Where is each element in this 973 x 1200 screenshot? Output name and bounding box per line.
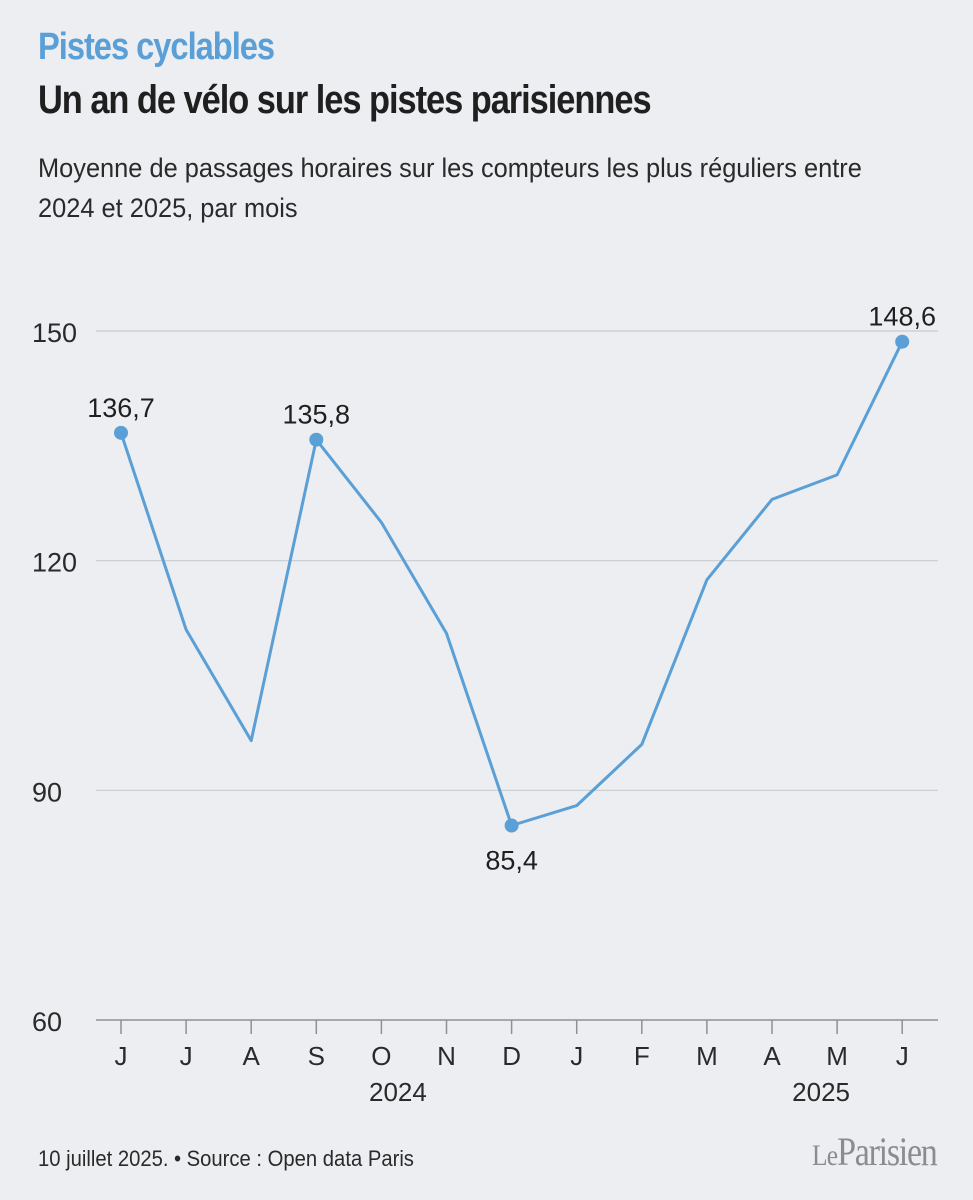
y-tick-label: 150: [32, 318, 77, 348]
footer-date: 10 juillet 2025.: [38, 1146, 169, 1171]
data-label: 85,4: [485, 846, 538, 876]
data-point: [114, 425, 128, 440]
logo-parisien: Parisien: [837, 1129, 939, 1174]
x-tick-label: S: [308, 1041, 325, 1071]
logo-le: Le: [812, 1139, 838, 1172]
data-point: [504, 818, 519, 833]
kicker: Pistes cyclables: [38, 26, 275, 68]
x-tick-label: J: [896, 1041, 909, 1071]
data-point: [309, 432, 324, 447]
data-label: 135,8: [283, 400, 351, 430]
y-tick-label: 60: [32, 1007, 62, 1037]
data-label: 148,6: [868, 302, 936, 332]
data-point: [895, 334, 910, 349]
x-tick-label: M: [696, 1041, 718, 1071]
footer: 10 juillet 2025. • Source : Open data Pari…: [38, 1146, 414, 1172]
x-tick-label: A: [763, 1041, 781, 1071]
y-tick-label: 120: [32, 548, 77, 578]
series-line: [119, 340, 904, 827]
x-tick-label: A: [243, 1041, 261, 1071]
x-year-label: 2024: [369, 1077, 427, 1107]
x-year-label: 2025: [792, 1077, 850, 1107]
chart-title: Un an de vélo sur les pistes parisiennes: [38, 78, 652, 122]
x-tick-label: J: [180, 1041, 193, 1071]
chart-subtitle: Moyenne de passages horaires sur les com…: [38, 153, 862, 223]
x-tick-label: J: [115, 1041, 128, 1071]
footer-bullet: •: [174, 1146, 182, 1171]
data-label: 136,7: [87, 393, 155, 423]
x-tick-label: F: [634, 1041, 650, 1071]
x-tick-label: O: [371, 1041, 391, 1071]
x-tick-label: J: [570, 1041, 583, 1071]
x-tick-label: D: [502, 1041, 521, 1071]
footer-source: Source : Open data Paris: [186, 1146, 414, 1171]
x-tick-label: M: [826, 1041, 848, 1071]
y-tick-label: 90: [32, 777, 62, 807]
x-tick-label: N: [437, 1041, 456, 1071]
brand-logo: LeParisien: [812, 1128, 939, 1175]
